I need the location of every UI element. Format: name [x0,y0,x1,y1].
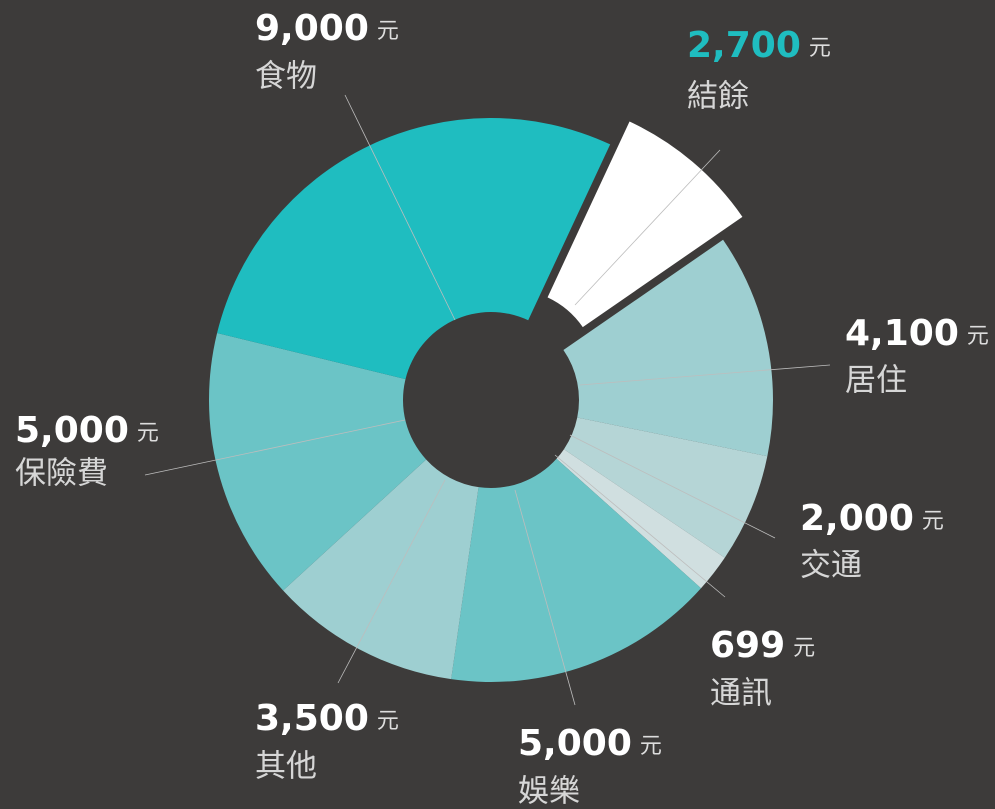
leader-line [554,454,726,598]
slice [556,449,725,589]
value-label: 9,000 [255,8,369,49]
unit-label: 元 [377,19,399,44]
value-label: 2,700 [687,25,801,66]
leader-line [569,434,776,539]
slice [547,121,743,328]
category-label: 娛樂 [518,774,580,809]
category-label: 食物 [255,59,317,95]
value-label: 3,500 [255,698,369,739]
unit-label: 元 [967,324,989,349]
leader-line [574,149,721,306]
slice [209,332,427,591]
leader-line [337,479,446,684]
value-label: 699 [710,625,785,666]
unit-label: 元 [377,709,399,734]
leader-line [144,419,406,476]
leader-line [579,364,831,386]
value-label: 2,000 [800,498,914,539]
slice [563,417,768,558]
unit-label: 元 [793,636,815,661]
unit-label: 元 [640,734,662,759]
category-label: 居住 [845,363,907,399]
leader-line [514,489,576,706]
unit-label: 元 [922,509,944,534]
category-label: 通訊 [710,676,772,712]
value-label: 5,000 [518,723,632,764]
leader-line [344,94,456,321]
unit-label: 元 [137,421,159,446]
category-label: 保險費 [15,456,108,492]
category-label: 結餘 [687,79,749,115]
category-label: 其他 [255,749,317,785]
category-label: 交通 [800,548,862,584]
slice [451,458,702,682]
slice [217,118,611,380]
slice [563,239,773,457]
value-label: 4,100 [845,313,959,354]
slice [283,459,479,680]
unit-label: 元 [809,36,831,61]
value-label: 5,000 [15,410,129,451]
